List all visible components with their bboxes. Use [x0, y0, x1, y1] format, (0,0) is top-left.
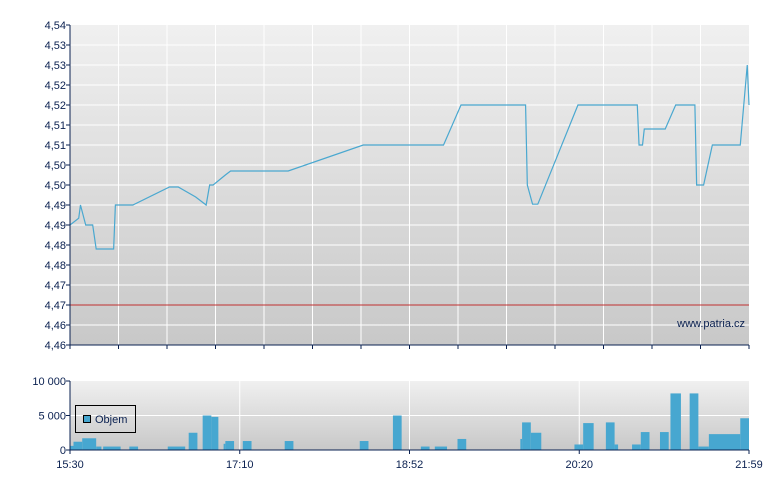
volume-xtick-label: 20:20 — [565, 459, 593, 471]
volume-bar — [73, 441, 83, 450]
volume-bar — [640, 432, 650, 450]
volume-bar — [103, 446, 121, 450]
volume-bar — [129, 446, 139, 450]
volume-bar — [359, 441, 369, 450]
price-ytick-label: 4,52 — [45, 100, 66, 112]
volume-bar — [188, 432, 198, 450]
volume-bar — [574, 444, 584, 450]
volume-bar — [659, 432, 669, 450]
price-ytick-label: 4,52 — [45, 80, 66, 92]
price-ytick-label: 4,49 — [45, 200, 66, 212]
price-ytick-label: 4,51 — [45, 140, 66, 152]
legend-label: Objem — [95, 414, 127, 426]
price-ytick-label: 4,47 — [45, 300, 66, 312]
price-ytick-label: 4,50 — [45, 160, 66, 172]
volume-ytick-label: 5 000 — [38, 411, 66, 423]
volume-bar — [689, 393, 699, 450]
price-ytick-label: 4,54 — [45, 20, 66, 32]
volume-bar — [96, 446, 102, 450]
volume-bar — [457, 438, 467, 450]
volume-xtick-label: 15:30 — [56, 459, 84, 471]
volume-bar — [223, 443, 226, 450]
volume-bar — [167, 446, 186, 450]
volume-xtick-label: 21:59 — [735, 459, 763, 471]
price-ytick-label: 4,50 — [45, 180, 66, 192]
price-ytick-label: 4,46 — [45, 320, 66, 332]
price-ytick-label: 4,47 — [45, 280, 66, 292]
volume-bar — [632, 444, 641, 450]
volume-bar — [434, 446, 448, 450]
volume-bar — [211, 416, 219, 450]
volume-bar — [82, 438, 97, 450]
volume-bar — [698, 446, 709, 450]
volume-bar — [520, 438, 523, 450]
legend: Objem — [75, 405, 136, 433]
volume-xtick-label: 17:10 — [226, 459, 254, 471]
volume-bar — [70, 445, 74, 450]
volume-bar — [284, 441, 294, 450]
price-ytick-label: 4,53 — [45, 40, 66, 52]
volume-ytick-label: 0 — [60, 445, 66, 457]
volume-bar — [242, 441, 252, 450]
volume-bar — [583, 423, 594, 450]
price-ytick-label: 4,48 — [45, 240, 66, 252]
price-ytick-label: 4,46 — [45, 340, 66, 352]
volume-xtick-label: 18:52 — [396, 459, 424, 471]
volume-bar — [670, 393, 681, 450]
volume-bar — [420, 446, 430, 450]
volume-bar — [530, 432, 542, 450]
volume-bar — [202, 415, 212, 450]
volume-ytick-label: 10 000 — [32, 376, 66, 388]
volume-bar — [708, 434, 741, 450]
price-ytick-label: 4,48 — [45, 260, 66, 272]
price-ytick-label: 4,49 — [45, 220, 66, 232]
volume-bar — [225, 441, 235, 450]
volume-bar — [605, 422, 615, 450]
volume-bar — [522, 422, 531, 450]
legend-swatch — [83, 415, 91, 423]
volume-bar — [614, 444, 619, 450]
price-ytick-label: 4,51 — [45, 120, 66, 132]
price-ytick-label: 4,53 — [45, 60, 66, 72]
legend-box — [75, 405, 136, 433]
volume-bar — [740, 418, 749, 450]
volume-bar — [392, 415, 402, 450]
watermark: www.patria.cz — [676, 318, 745, 330]
